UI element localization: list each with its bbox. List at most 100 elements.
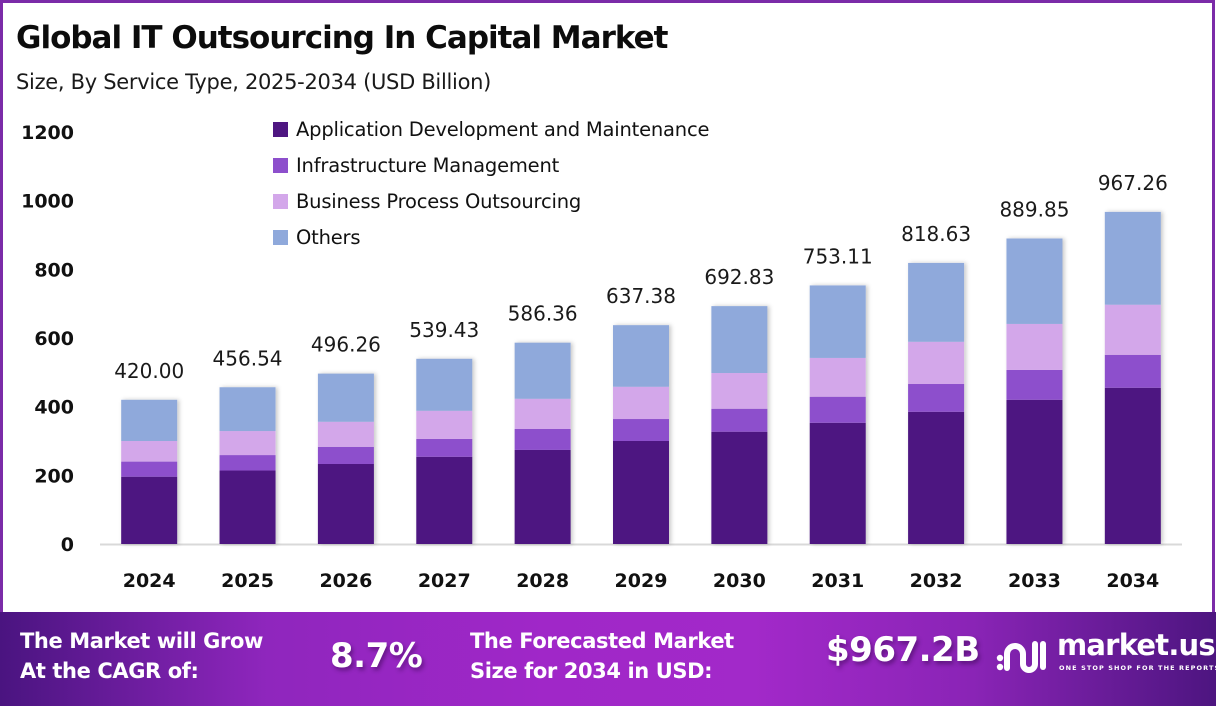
forecast-value: $967.2B xyxy=(826,630,980,670)
segment-bpo xyxy=(317,421,374,447)
segment-adm xyxy=(416,456,473,544)
legend-swatch xyxy=(273,193,288,209)
total-data-label: 456.54 xyxy=(213,346,283,370)
legend-swatch xyxy=(273,157,288,173)
segment-infrastructure xyxy=(809,396,866,423)
legend-item-adm: Application Development and Maintenance xyxy=(273,111,709,147)
market-us-logo-icon xyxy=(996,641,1046,673)
y-tick-label: 1200 xyxy=(21,122,74,144)
segment-infrastructure xyxy=(219,455,276,471)
segment-adm xyxy=(1006,399,1063,544)
cagr-caption-line2: At the CAGR of: xyxy=(20,659,199,683)
segment-adm xyxy=(711,431,768,544)
market-us-logo: market.us ONE STOP SHOP FOR THE REPORTS xyxy=(995,628,1216,680)
bar-stack-2030 xyxy=(711,306,768,544)
total-data-label: 420.00 xyxy=(114,359,184,383)
forecast-caption-line2: Size for 2034 in USD: xyxy=(470,659,713,683)
segment-others xyxy=(416,358,473,411)
cagr-value: 8.7% xyxy=(330,636,423,676)
segment-infrastructure xyxy=(317,446,374,465)
bar-stack-2033 xyxy=(1006,238,1063,544)
bar-stack-2024 xyxy=(121,399,178,544)
segment-others xyxy=(317,373,374,422)
x-tick-label: 2031 xyxy=(811,570,864,592)
segment-bpo xyxy=(416,410,473,439)
legend-item-others: Others xyxy=(273,219,709,255)
x-tick-label: 2030 xyxy=(713,570,766,592)
bar-stack-2026 xyxy=(317,373,374,544)
segment-adm xyxy=(809,422,866,544)
x-tick-label: 2026 xyxy=(319,570,372,592)
segment-others xyxy=(219,387,276,432)
segment-bpo xyxy=(613,386,669,420)
segment-bpo xyxy=(711,373,768,409)
y-tick-label: 1000 xyxy=(21,191,74,213)
logo-tagline: ONE STOP SHOP FOR THE REPORTS xyxy=(1059,664,1216,672)
bar-stack-2029 xyxy=(613,325,669,544)
segment-adm xyxy=(121,476,178,544)
y-tick-label: 400 xyxy=(34,397,74,419)
x-tick-label: 2033 xyxy=(1008,570,1061,592)
legend-label: Infrastructure Management xyxy=(296,153,560,177)
bar-stack-2025 xyxy=(219,387,276,544)
forecast-caption: The Forecasted Market Size for 2034 in U… xyxy=(470,626,734,686)
segment-infrastructure xyxy=(514,428,571,450)
y-tick-label: 800 xyxy=(34,259,74,281)
legend-swatch xyxy=(273,121,288,137)
y-tick-label: 0 xyxy=(61,534,74,556)
bar-stack-2028 xyxy=(514,342,571,544)
segment-others xyxy=(514,342,571,399)
legend-label: Business Process Outsourcing xyxy=(296,189,582,213)
segment-bpo xyxy=(121,441,178,462)
x-axis: 2024 2025 2026 2027 2028 2029 2030 2031 2032 2033… xyxy=(123,570,1160,592)
segment-adm xyxy=(613,441,669,544)
segment-others xyxy=(1006,238,1063,324)
total-data-label: 539.43 xyxy=(409,318,479,342)
segment-infrastructure xyxy=(908,384,965,412)
forecast-caption-line1: The Forecasted Market xyxy=(470,629,734,653)
legend-swatch xyxy=(273,229,288,245)
segment-others xyxy=(1104,211,1161,305)
bar-stack-2027 xyxy=(416,358,473,544)
total-data-label: 496.26 xyxy=(311,333,381,357)
y-axis: 0 200 400 600 800 1000 1200 xyxy=(21,122,74,556)
bars xyxy=(121,211,1161,544)
cagr-caption-line1: The Market will Grow xyxy=(20,629,263,653)
legend-label: Application Development and Maintenance xyxy=(296,117,710,141)
total-data-label: 692.83 xyxy=(704,265,774,289)
segment-others xyxy=(908,262,965,342)
y-tick-label: 200 xyxy=(34,465,74,487)
x-tick-label: 2029 xyxy=(615,570,668,592)
segment-bpo xyxy=(1006,323,1063,370)
segment-adm xyxy=(514,449,571,544)
segment-infrastructure xyxy=(1104,354,1161,388)
segment-adm xyxy=(317,464,374,544)
logo-wordmark: market.us xyxy=(1057,628,1216,662)
segment-infrastructure xyxy=(711,408,768,432)
legend-item-bpo: Business Process Outsourcing xyxy=(273,183,709,219)
segment-adm xyxy=(219,470,276,544)
x-tick-label: 2028 xyxy=(516,570,569,592)
segment-infrastructure xyxy=(1006,369,1063,400)
segment-infrastructure xyxy=(121,461,178,477)
segment-infrastructure xyxy=(416,438,473,457)
segment-infrastructure xyxy=(613,419,669,441)
segment-others xyxy=(121,399,178,441)
total-data-label: 818.63 xyxy=(901,222,971,246)
x-tick-label: 2034 xyxy=(1106,570,1159,592)
total-labels: 420.00 456.54 496.26 539.43 586.36 637.38 692.… xyxy=(114,171,1168,383)
x-tick-label: 2032 xyxy=(910,570,963,592)
total-data-label: 889.85 xyxy=(999,197,1069,221)
segment-bpo xyxy=(514,398,571,429)
segment-bpo xyxy=(809,357,866,397)
segment-others xyxy=(613,325,669,387)
bar-stack-2034 xyxy=(1104,211,1161,544)
y-tick-label: 600 xyxy=(34,328,74,350)
segment-bpo xyxy=(908,341,965,385)
segment-adm xyxy=(908,411,965,544)
bar-stack-2032 xyxy=(908,262,965,544)
segment-bpo xyxy=(1104,304,1161,355)
stacked-bar-chart: 0 200 400 600 800 1000 1200 420.00 456.54 496.26… xyxy=(21,122,1182,592)
legend-label: Others xyxy=(296,225,361,249)
